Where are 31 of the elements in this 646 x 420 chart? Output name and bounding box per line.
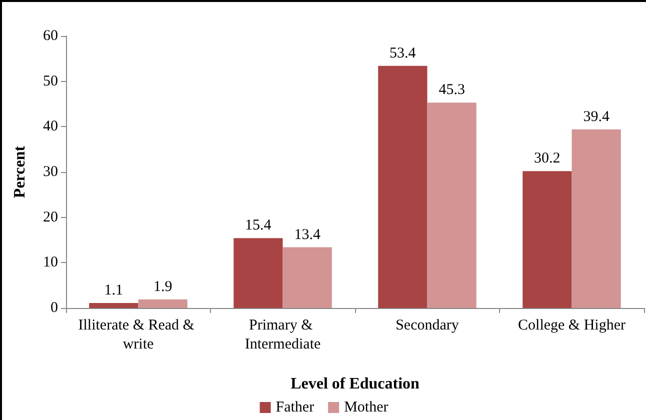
y-tick-label: 30: [43, 164, 58, 180]
bar: [89, 303, 138, 308]
data-label: 15.4: [245, 218, 272, 234]
y-tick-label: 60: [43, 28, 58, 44]
x-tick-label: Primary & Intermediate: [244, 318, 321, 352]
data-label: 45.3: [438, 82, 465, 98]
data-label: 13.4: [294, 226, 321, 243]
x-tick-label: College & Higher: [518, 318, 626, 334]
x-tick-label: Illiterate & Read & write: [78, 318, 198, 352]
bar: [572, 129, 621, 308]
x-tick-label: Secondary: [396, 318, 460, 334]
bar: [378, 66, 428, 308]
bar: [522, 171, 572, 308]
data-label: 1.1: [104, 282, 124, 299]
bar: [427, 102, 476, 308]
y-tick-label: 0: [50, 300, 58, 316]
y-tick-label: 50: [43, 73, 58, 90]
data-label: 53.4: [390, 45, 416, 62]
x-axis-title: Level of Education: [290, 376, 420, 392]
y-tick-label: 10: [43, 254, 58, 271]
bar: [138, 299, 188, 308]
data-label: 1.9: [153, 278, 172, 295]
legend-label: Father: [276, 400, 314, 416]
bar: [282, 247, 332, 308]
y-tick-label: 20: [43, 209, 58, 226]
y-tick-label: 40: [43, 118, 58, 135]
y-axis-title: Percent: [12, 145, 28, 198]
bar: [234, 238, 283, 308]
data-label: 39.4: [583, 108, 610, 125]
data-label: 30.2: [534, 150, 560, 167]
legend-label: Mother: [344, 400, 388, 416]
